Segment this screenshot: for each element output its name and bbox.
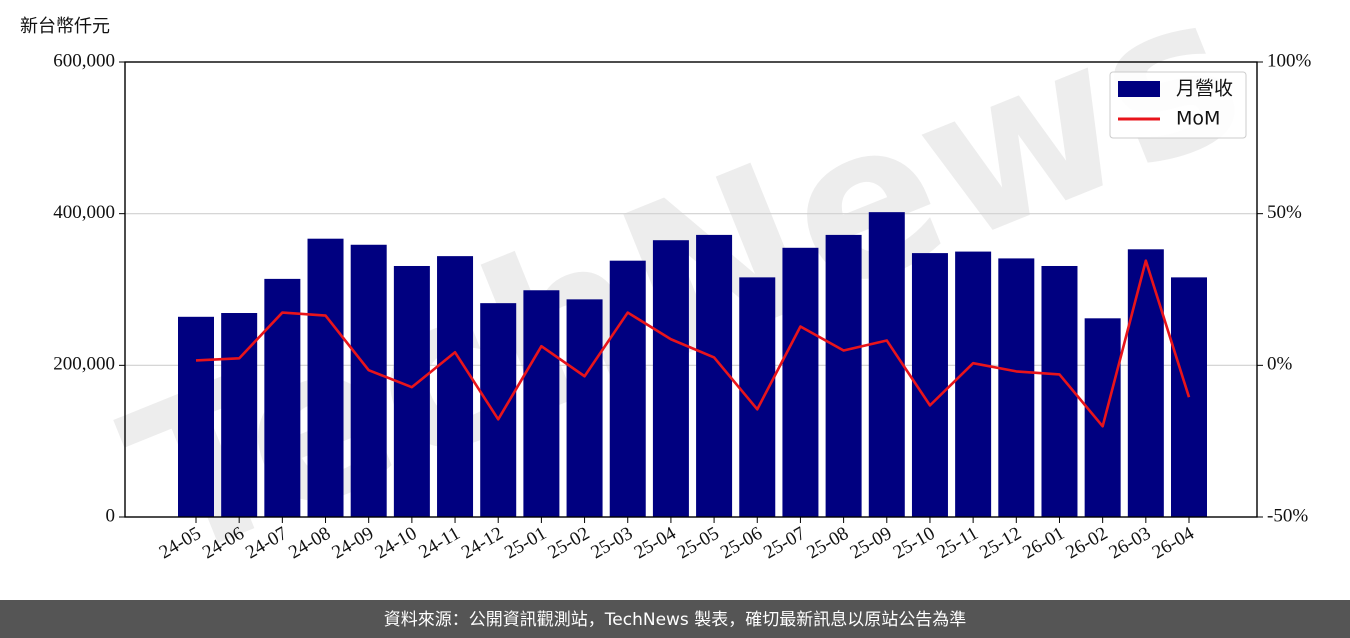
bar: [350, 244, 387, 517]
x-tick-label: 25-09: [847, 523, 896, 563]
x-tick-label: 26-03: [1106, 523, 1155, 563]
x-tick-label: 25-10: [890, 523, 939, 563]
x-tick-label: 24-11: [415, 523, 463, 563]
legend-label: MoM: [1176, 108, 1220, 130]
footer: 資料來源：公開資訊觀測站，TechNews 製表，確切最新訊息以原站公告為準: [384, 610, 966, 630]
x-tick-label: 24-12: [458, 523, 507, 563]
bar: [696, 234, 733, 517]
x-tick-label: 25-05: [674, 523, 723, 563]
bar: [955, 251, 992, 518]
plot-frame: [124, 61, 1258, 518]
bar: [480, 303, 517, 517]
x-tick-label: 26-01: [1019, 523, 1068, 563]
bar: [782, 247, 819, 517]
line: [195, 259, 1191, 428]
bar: [437, 256, 474, 517]
y2-tick-label: 100%: [1267, 50, 1312, 71]
bar: [998, 258, 1035, 517]
bar: [868, 212, 905, 517]
bar: [1127, 249, 1164, 517]
y2-tick-label: -50%: [1267, 505, 1308, 526]
legend-swatch: [1118, 81, 1160, 97]
x-tick-label: 25-11: [934, 523, 982, 563]
legend-label: 月營收: [1176, 78, 1233, 100]
bar: [264, 278, 301, 517]
bar: [1041, 265, 1078, 517]
y2-tick-label: 0%: [1267, 354, 1293, 375]
bar: [739, 277, 776, 517]
y-tick-label: 400,000: [53, 202, 115, 223]
y-unit-label: 新台幣仟元: [20, 16, 110, 37]
y2-tick-label: 50%: [1267, 202, 1302, 223]
x-tick-label: 25-08: [803, 523, 852, 563]
footer-band: [0, 600, 1350, 638]
x-tick-label: 26-04: [1149, 523, 1198, 564]
x-tick-label: 25-04: [631, 523, 680, 564]
x-tick-label: 26-02: [1062, 523, 1111, 563]
x-tick-label: 25-06: [717, 523, 766, 563]
y-tick-label: 200,000: [53, 354, 115, 375]
x-tick-label: 25-07: [760, 523, 809, 563]
x-tick-label: 25-01: [501, 523, 550, 563]
bar: [609, 260, 646, 517]
bar: [1084, 318, 1121, 517]
y-tick-label: 0: [106, 505, 116, 526]
y-tick-label: 600,000: [53, 50, 115, 71]
bar: [178, 316, 214, 517]
bar: [1171, 277, 1207, 517]
bar: [523, 290, 560, 517]
bar: [393, 265, 430, 517]
bar: [566, 299, 603, 517]
bar: [825, 234, 862, 517]
x-tick-label: 25-02: [544, 523, 593, 563]
bar: [307, 238, 344, 518]
x-tick-label: 25-03: [588, 523, 637, 563]
x-tick-label: 25-12: [976, 523, 1025, 563]
bar: [652, 240, 689, 518]
